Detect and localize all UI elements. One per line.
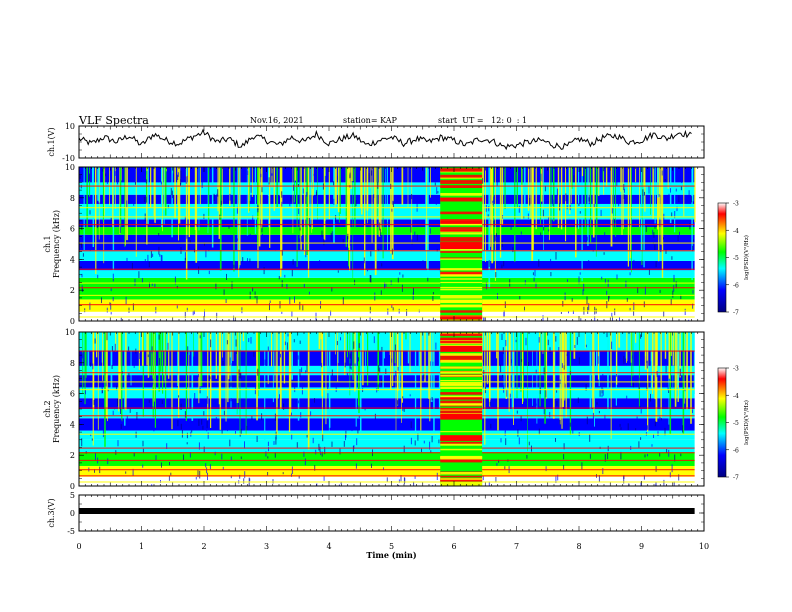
colorbar-tick-label: -5	[733, 420, 739, 427]
colorbar-tick-label: -3	[733, 201, 739, 208]
y-tick-label: 5	[70, 491, 75, 500]
colorbar-tick-label: -7	[733, 475, 739, 482]
y-tick-label: -5	[67, 527, 75, 536]
x-tick-label: 1	[139, 542, 144, 551]
x-tick-label: 10	[699, 542, 709, 551]
x-axis-label: Time (min)	[366, 550, 416, 560]
y-tick-label: 8	[70, 359, 75, 368]
x-tick-label: 5	[389, 542, 394, 551]
y-axis-label: Frequency (kHz)	[52, 375, 61, 443]
ch1-waveform-line	[78, 128, 692, 151]
colorbar-tick-label: -4	[733, 228, 739, 235]
colorbar-ticks: -3 -4 -5 -6 -7 log(PSD)(V²/Hz) -3 -4 -5 -6 -7 log(P…	[726, 201, 750, 482]
y-tick-label: 10	[65, 328, 75, 337]
y-axis-label: ch.1	[43, 235, 52, 252]
x-tick-label: 2	[201, 542, 206, 551]
y-tick-label: 2	[70, 451, 75, 460]
station-label: station= KAP	[343, 116, 397, 125]
colorbar-tick-label: -5	[733, 255, 739, 262]
ch1-colorbar	[717, 202, 727, 313]
colorbar-tick-label: -6	[733, 447, 739, 454]
x-tick-label: 8	[576, 542, 581, 551]
ch2-spectrogram	[79, 332, 695, 486]
y-tick-label: 10	[65, 163, 75, 172]
y-axis-label: ch.3(V)	[47, 498, 56, 527]
x-tick-label: 4	[326, 542, 331, 551]
y-tick-label: 8	[70, 194, 75, 203]
y-tick-label: 0	[70, 317, 75, 326]
colorbar-tick-label: -4	[733, 393, 739, 400]
y-tick-label: 6	[70, 225, 75, 234]
y-tick-label: -10	[62, 154, 75, 163]
x-tick-label: 6	[451, 542, 456, 551]
colorbar-label: log(PSD)(V²/Hz)	[743, 400, 750, 445]
chart-title: VLF Spectra	[79, 114, 149, 127]
y-axis-label: ch.2	[43, 400, 52, 417]
x-tick-label: 7	[514, 542, 519, 551]
colorbar-tick-label: -7	[733, 310, 739, 317]
axis-ticks	[78, 125, 705, 532]
y-axis-label: ch.1(V)	[47, 127, 56, 156]
ch1-spectrogram	[79, 167, 696, 321]
x-tick-label: 0	[76, 542, 81, 551]
start-time-label: start UT = 12: 0 : 1	[438, 116, 528, 125]
colorbar-label: log(PSD)(V²/Hz)	[743, 235, 750, 280]
y-tick-label: 2	[70, 286, 75, 295]
date-label: Nov.16, 2021	[250, 116, 304, 125]
x-tick-label: 9	[639, 542, 644, 551]
y-tick-label: 0	[70, 509, 75, 518]
ch2-colorbar	[717, 367, 727, 478]
y-tick-label: 4	[70, 420, 75, 429]
y-tick-label: 6	[70, 390, 75, 399]
y-axis-label: Frequency (kHz)	[52, 210, 61, 278]
y-tick-label: 10	[65, 122, 75, 131]
y-tick-label: 4	[70, 255, 75, 264]
ch3-waveform-line	[79, 508, 695, 514]
y-tick-label: 0	[70, 482, 75, 491]
x-tick-label: 3	[264, 542, 269, 551]
colorbar-tick-label: -6	[733, 282, 739, 289]
colorbar-tick-label: -3	[733, 366, 739, 373]
